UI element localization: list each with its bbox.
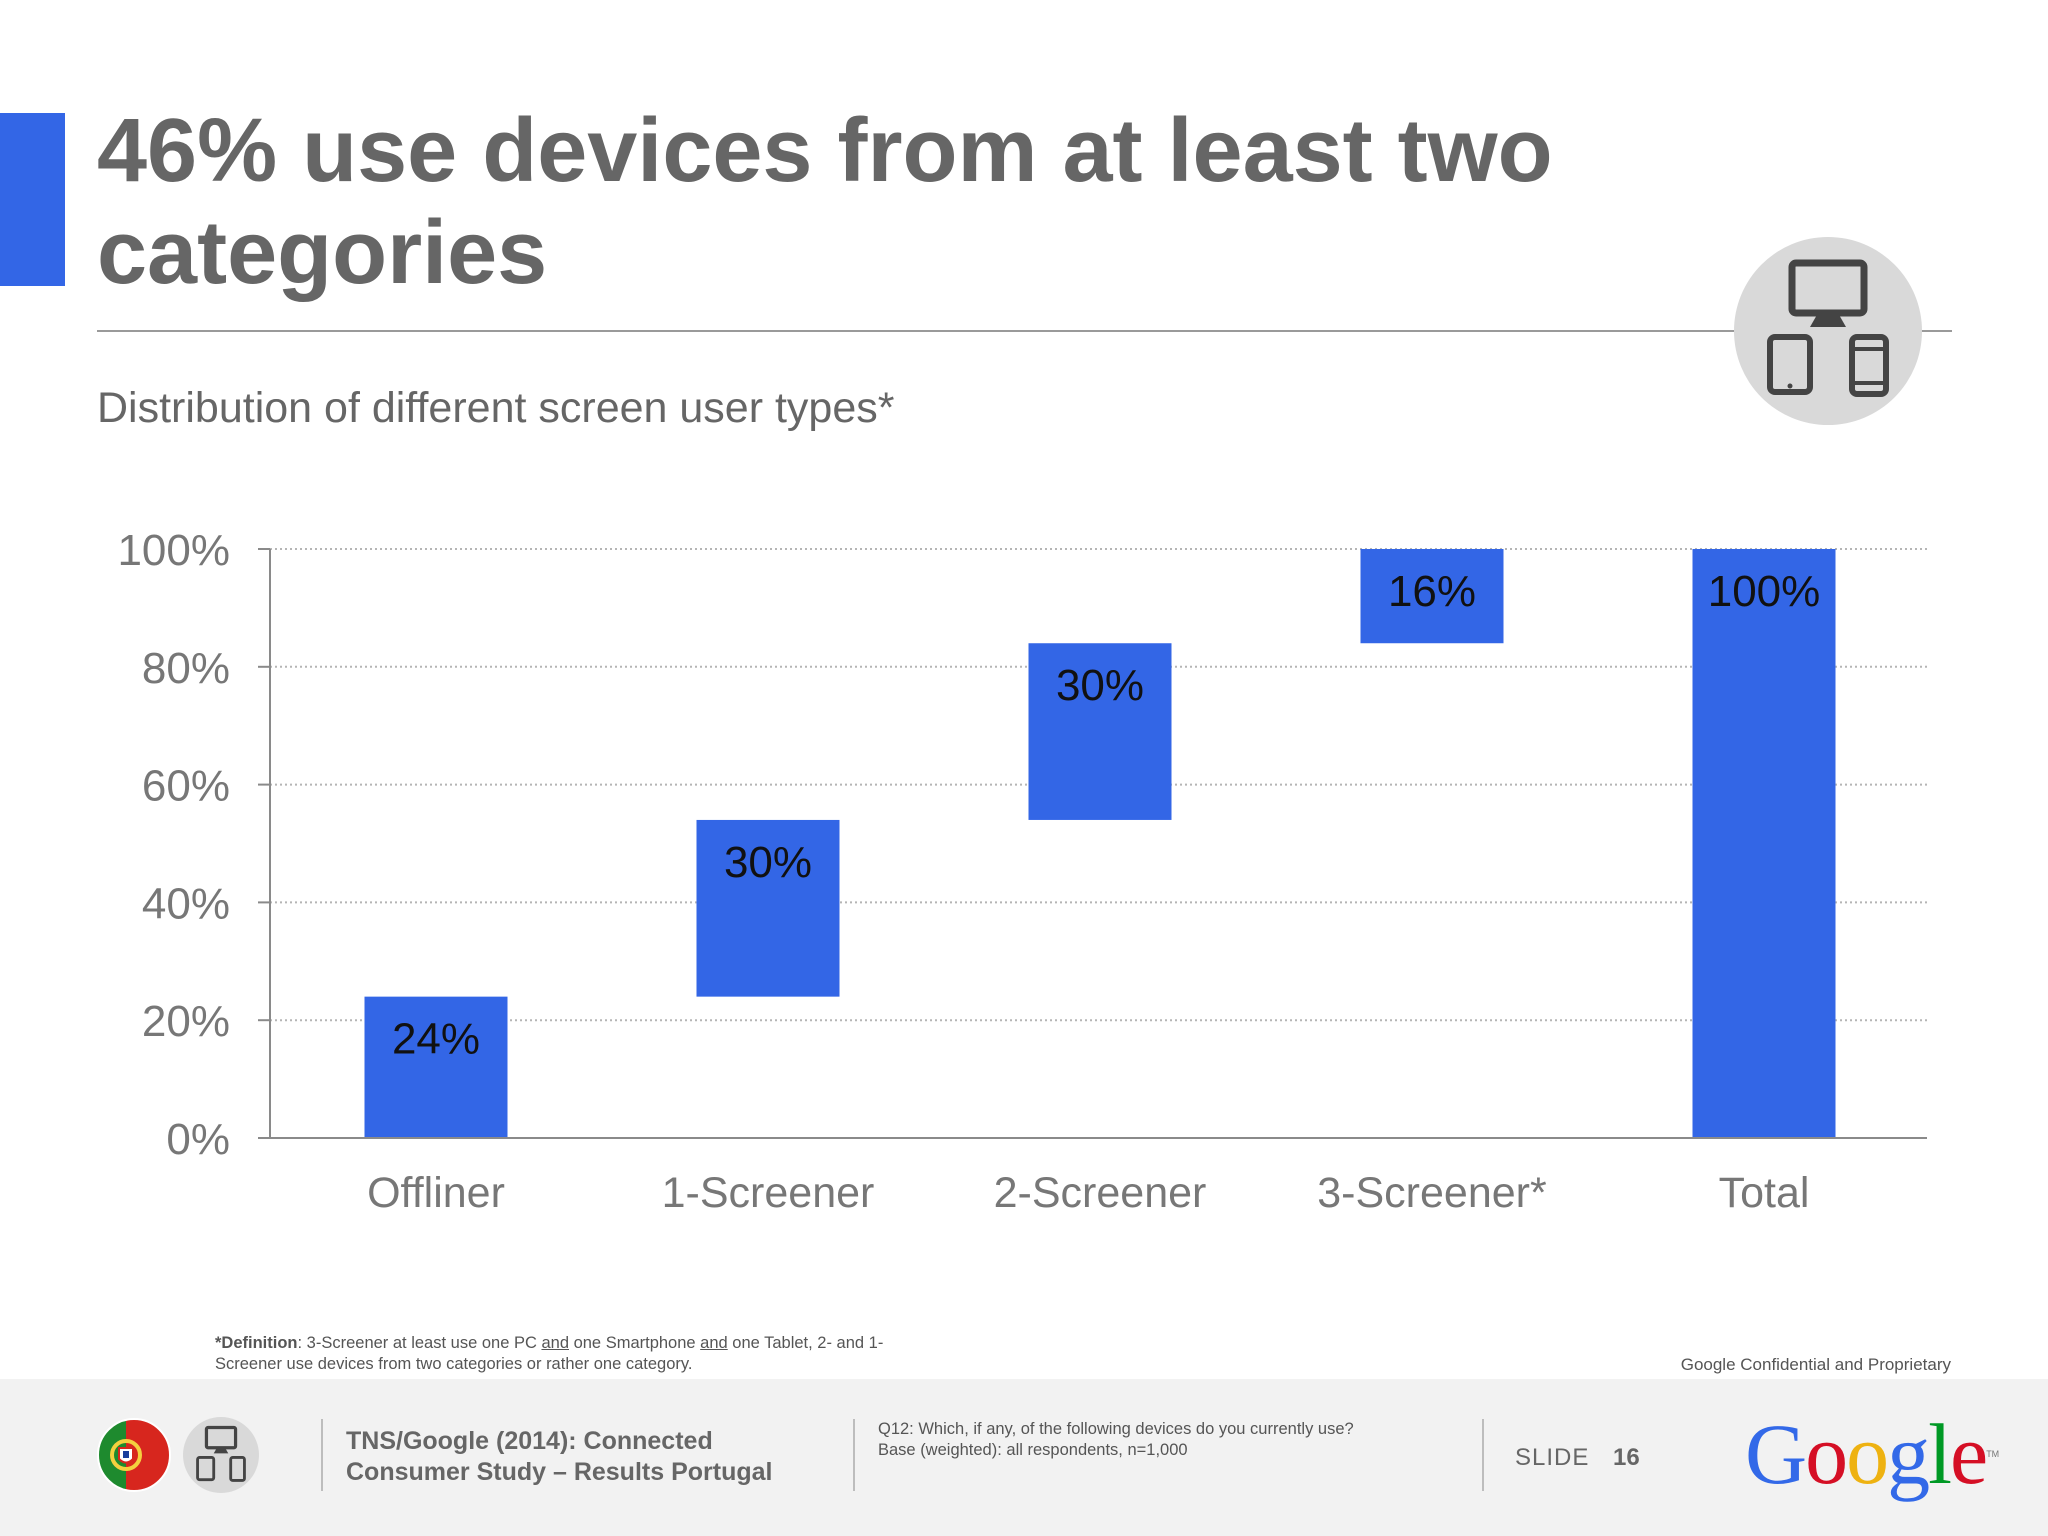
bar <box>696 819 840 997</box>
labels: 0% 20% 40% 60% 80% 100% 24% Offliner 30% 1-Screen… <box>117 526 1820 1217</box>
y-tick-label: 100% <box>117 526 230 575</box>
bar-value-label: 24% <box>392 1015 480 1064</box>
definition-footnote: *Definition: 3-Screener at least use one… <box>215 1334 884 1373</box>
slide-number: 16 <box>1613 1444 1640 1471</box>
multi-device-icon <box>183 1417 259 1493</box>
bar-value-label: 16% <box>1388 567 1476 616</box>
confidential-notice: Google Confidential and Proprietary <box>1680 1355 1951 1374</box>
waterfall-chart: 0% 20% 40% 60% 80% 100% 24% Offliner 30% 1-Screen… <box>117 526 1927 1217</box>
footer-separator <box>853 1419 855 1491</box>
bar-value-label: 100% <box>1708 567 1821 616</box>
bar-value-label: 30% <box>724 838 812 887</box>
title-divider <box>97 330 1952 332</box>
y-tick-label: 40% <box>142 879 230 928</box>
bar <box>1360 549 1504 644</box>
bars <box>364 549 1836 1138</box>
y-tick-label: 20% <box>142 997 230 1046</box>
bar <box>1692 549 1836 1138</box>
multi-device-icon <box>1734 237 1922 425</box>
source-citation: TNS/Google (2014): Connected Consumer St… <box>346 1427 773 1486</box>
gridlines <box>270 548 1927 1022</box>
logo-trademark: TM <box>1986 1449 2000 1459</box>
title-accent-bar <box>0 113 65 286</box>
slide-label: SLIDE <box>1515 1444 1590 1471</box>
slide-title: 46% use devices from at least two catego… <box>97 101 1553 303</box>
bar-value-label: 30% <box>1056 661 1144 710</box>
bar <box>1028 643 1172 820</box>
x-category-label: 3-Screener* <box>1317 1169 1547 1217</box>
x-category-label: 2-Screener <box>994 1169 1207 1217</box>
y-tick-label: 60% <box>142 762 230 811</box>
y-tick-label: 80% <box>142 644 230 693</box>
bar <box>364 996 508 1138</box>
x-category-label: 1-Screener <box>662 1169 875 1217</box>
x-category-label: Total <box>1719 1169 1810 1217</box>
footnote-label: *Definition <box>215 1334 298 1352</box>
google-logo: GoogleTM <box>1745 1406 2000 1502</box>
x-category-label: Offliner <box>367 1169 505 1217</box>
question-base: Q12: Which, if any, of the following dev… <box>878 1420 1354 1459</box>
footer-separator <box>321 1419 323 1491</box>
footer-separator <box>1482 1419 1484 1491</box>
footer-bar: TNS/Google (2014): Connected Consumer St… <box>0 1379 2048 1536</box>
chart-subtitle: Distribution of different screen user ty… <box>97 384 895 432</box>
portugal-flag-icon <box>97 1418 171 1492</box>
y-tick-label: 0% <box>166 1115 230 1164</box>
axes <box>258 548 1927 1139</box>
